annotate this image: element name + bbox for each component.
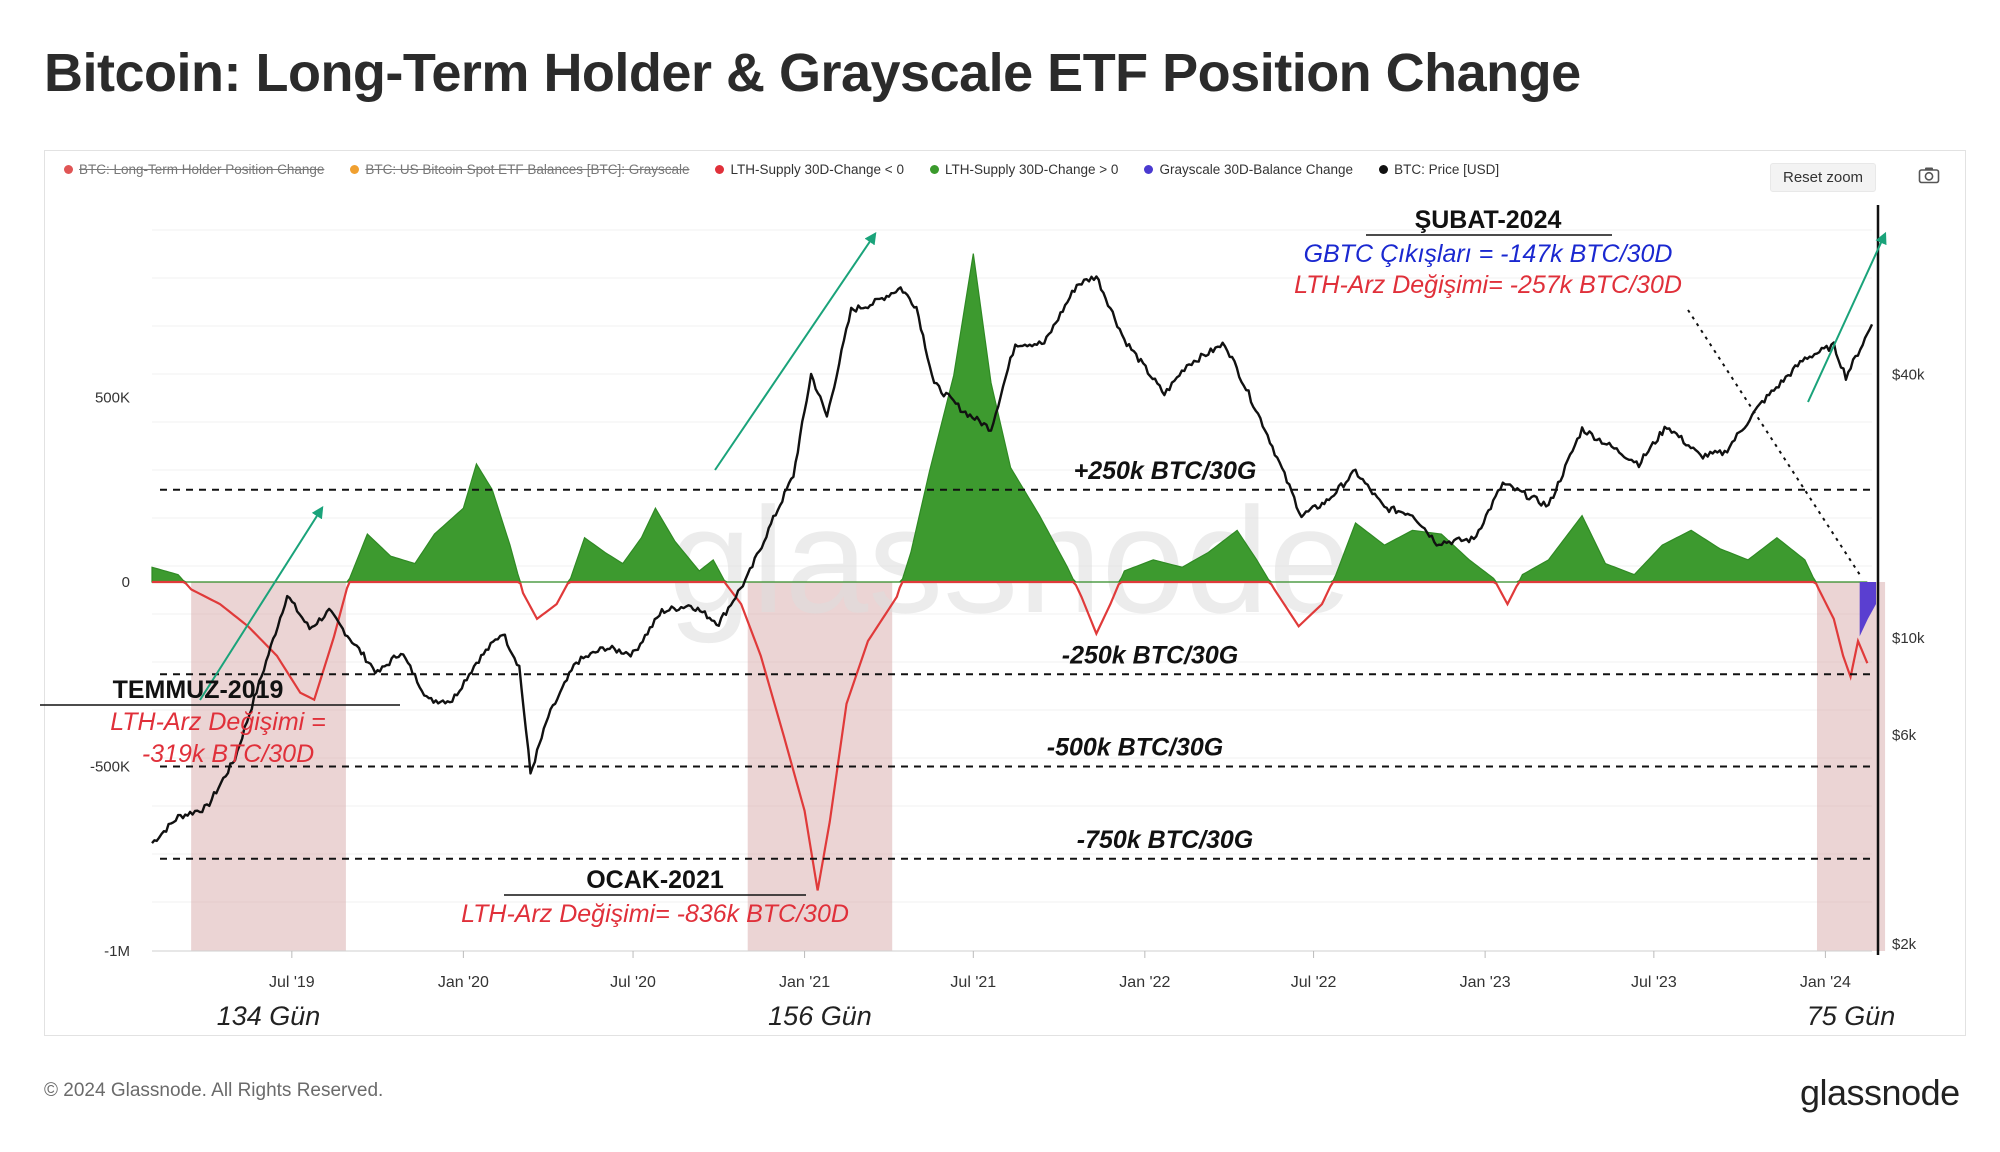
shaded-period-duration-label: 75 Gün <box>1807 1001 1896 1031</box>
x-tick-label: Jul '19 <box>269 974 315 991</box>
footer-copyright: © 2024 Glassnode. All Rights Reserved. <box>44 1080 384 1101</box>
y-right-tick-label: $10k <box>1892 630 1925 647</box>
x-tick-label: Jan '23 <box>1460 974 1511 991</box>
x-tick-label: Jan '22 <box>1119 974 1170 991</box>
annotation-text: LTH-Arz Değişimi= -257k BTC/30D <box>1294 271 1682 299</box>
annotation-text: LTH-Arz Değişimi = <box>110 708 326 736</box>
legend-label: BTC: Price [USD] <box>1394 162 1500 177</box>
reference-line-label: -250k BTC/30G <box>1062 641 1238 669</box>
legend-item-btc-price[interactable]: BTC: Price [USD] <box>1379 162 1499 177</box>
y-left-tick-label: 500K <box>95 390 130 407</box>
y-left-tick-label: -500K <box>90 759 130 776</box>
trend-arrow <box>1807 231 1887 403</box>
annotation-title: TEMMUZ-2019 <box>113 676 284 704</box>
page-title: Bitcoin: Long-Term Holder & Grayscale ET… <box>44 43 1581 103</box>
reference-line-label: -750k BTC/30G <box>1077 826 1253 854</box>
y-right-tick-label: $6k <box>1892 727 1917 744</box>
y-left-tick-label: 0 <box>122 574 130 591</box>
legend-label: BTC: US Bitcoin Spot ETF Balances [BTC]:… <box>365 162 690 177</box>
annotation-text: GBTC Çıkışları = -147k BTC/30D <box>1304 240 1673 268</box>
shaded-period-duration-label: 134 Gün <box>217 1001 321 1031</box>
lth-negative-line <box>152 580 1869 891</box>
legend: BTC: Long-Term Holder Position Change BT… <box>64 162 1499 177</box>
x-tick-label: Jan '20 <box>438 974 489 991</box>
btc-price-line <box>151 275 1874 844</box>
legend-dot-icon <box>1379 165 1389 174</box>
legend-dot-icon <box>1144 165 1154 174</box>
legend-label: BTC: Long-Term Holder Position Change <box>79 162 325 177</box>
shaded-period-duration-label: 156 Gün <box>768 1001 872 1031</box>
x-tick-label: Jan '24 <box>1800 974 1851 991</box>
annotation-title: OCAK-2021 <box>586 866 724 894</box>
annotation-title: ŞUBAT-2024 <box>1415 206 1562 234</box>
x-tick-label: Jan '21 <box>779 974 830 991</box>
trend-arrow <box>714 232 877 471</box>
annotation-text: LTH-Arz Değişimi= -836k BTC/30D <box>461 900 849 928</box>
legend-dot-icon <box>350 165 360 174</box>
footer-logo: glassnode <box>1800 1072 1960 1113</box>
legend-label: LTH-Supply 30D-Change > 0 <box>944 162 1119 177</box>
grayscale-change-area <box>1859 582 1876 637</box>
x-tick-label: Jul '23 <box>1631 974 1677 991</box>
legend-item-lth-position[interactable]: BTC: Long-Term Holder Position Change <box>64 162 324 177</box>
y-right-tick-label: $2k <box>1892 936 1917 953</box>
x-tick-label: Jul '21 <box>950 974 996 991</box>
legend-dot-icon <box>715 165 725 174</box>
legend-label: LTH-Supply 30D-Change < 0 <box>730 162 904 177</box>
trend-arrow <box>199 505 324 701</box>
legend-label: Grayscale 30D-Balance Change <box>1159 162 1354 177</box>
legend-dot-icon <box>929 165 939 174</box>
legend-dot-icon <box>64 165 73 174</box>
legend-item-grayscale-change[interactable]: Grayscale 30D-Balance Change <box>1144 162 1353 177</box>
annotation-text: -319k BTC/30D <box>142 740 314 768</box>
reference-line-label: +250k BTC/30G <box>1074 457 1257 485</box>
y-left-tick-label: -1M <box>104 943 130 960</box>
legend-item-lth-positive[interactable]: LTH-Supply 30D-Change > 0 <box>929 162 1119 177</box>
reference-line-label: -500k BTC/30G <box>1047 734 1223 762</box>
camera-icon[interactable] <box>1918 166 1940 184</box>
x-tick-label: Jul '22 <box>1291 974 1337 991</box>
legend-item-grayscale-balance[interactable]: BTC: US Bitcoin Spot ETF Balances [BTC]:… <box>350 162 689 177</box>
reset-zoom-button[interactable]: Reset zoom <box>1770 163 1877 192</box>
lth-positive-area <box>151 253 1868 583</box>
x-tick-label: Jul '20 <box>610 974 656 991</box>
chart-frame <box>44 150 1966 1036</box>
legend-item-lth-negative[interactable]: LTH-Supply 30D-Change < 0 <box>715 162 904 177</box>
y-right-tick-label: $40k <box>1892 366 1925 383</box>
